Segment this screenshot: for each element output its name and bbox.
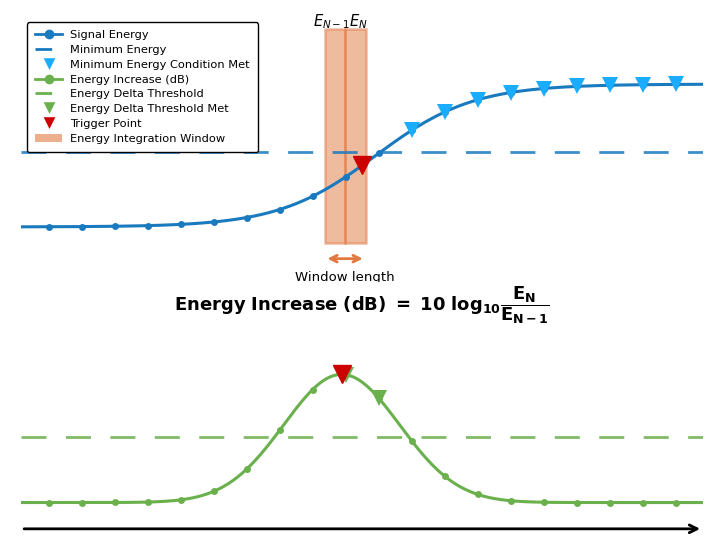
Bar bbox=[324, 28, 345, 243]
Bar bbox=[345, 28, 366, 243]
Text: Window length: Window length bbox=[295, 271, 395, 284]
Legend: Signal Energy, Minimum Energy, Minimum Energy Condition Met, Energy Increase (dB: Signal Energy, Minimum Energy, Minimum E… bbox=[27, 22, 258, 152]
Text: $\mathbf{Energy\ Increase\ (dB)\ =\ 10\ log_{10}}$$\mathbf{\dfrac{E_N}{E_{N-1}}}: $\mathbf{Energy\ Increase\ (dB)\ =\ 10\ … bbox=[174, 285, 550, 326]
Text: $E_N$: $E_N$ bbox=[349, 12, 368, 31]
Text: $E_{N-1}$: $E_{N-1}$ bbox=[313, 12, 350, 31]
